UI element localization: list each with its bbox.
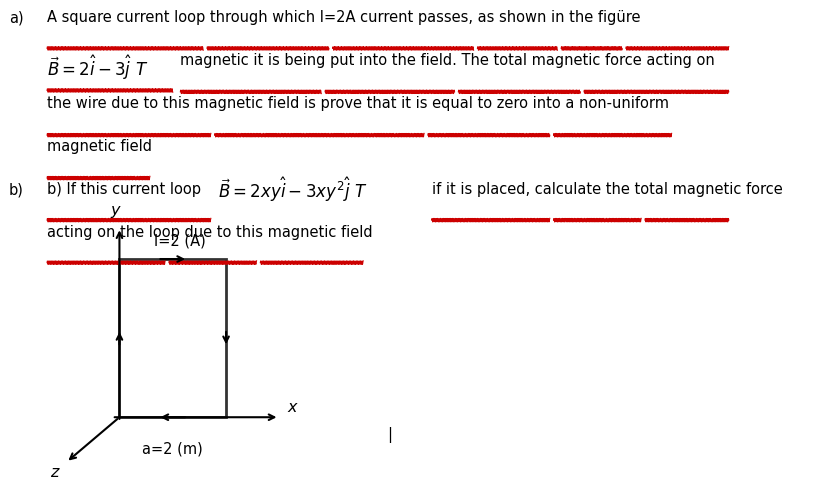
Text: x: x [287,400,297,415]
Text: |: | [387,427,392,443]
Text: $\vec{B} = 2\hat{i} - 3\hat{j}\ T$: $\vec{B} = 2\hat{i} - 3\hat{j}\ T$ [47,53,148,82]
Text: y: y [111,204,120,218]
Text: $\vec{B} = 2xy\hat{i} - 3xy^2\hat{j}\ T$: $\vec{B} = 2xy\hat{i} - 3xy^2\hat{j}\ T$ [219,175,368,204]
Text: a=2 (m): a=2 (m) [143,441,203,456]
Text: magnetic it is being put into the field. The total magnetic force acting on: magnetic it is being put into the field.… [180,53,715,68]
Text: z: z [50,465,58,479]
Text: I=2 (A): I=2 (A) [154,233,206,249]
Text: acting on the loop due to this magnetic field: acting on the loop due to this magnetic … [47,225,373,240]
Text: b): b) [9,182,24,197]
Text: the wire due to this magnetic field is prove that it is equal to zero into a non: the wire due to this magnetic field is p… [47,96,669,111]
Text: A square current loop through which I=2A current passes, as shown in the figüre: A square current loop through which I=2A… [47,11,641,25]
Text: if it is placed, calculate the total magnetic force: if it is placed, calculate the total mag… [432,182,782,197]
Text: b) If this current loop: b) If this current loop [47,182,201,197]
Text: magnetic field: magnetic field [47,139,152,154]
Text: a): a) [9,11,23,25]
